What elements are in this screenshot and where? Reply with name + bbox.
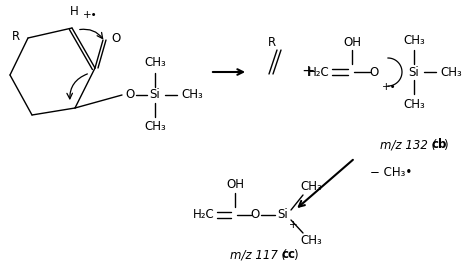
Text: cc: cc — [282, 249, 296, 262]
Text: CH₃: CH₃ — [144, 120, 166, 133]
Text: OH: OH — [343, 35, 361, 48]
Text: OH: OH — [226, 178, 244, 191]
Text: CH₃: CH₃ — [440, 65, 462, 78]
Text: CH₃: CH₃ — [403, 98, 425, 111]
Text: Si: Si — [278, 208, 288, 221]
Text: +•: +• — [82, 10, 97, 20]
Text: O: O — [111, 32, 120, 45]
Text: O: O — [126, 89, 135, 101]
Text: cb: cb — [432, 139, 447, 152]
Text: R: R — [268, 35, 276, 48]
Text: Si: Si — [150, 89, 160, 101]
Text: H₂C: H₂C — [308, 65, 330, 78]
Text: ): ) — [443, 139, 447, 152]
Text: +•: +• — [382, 82, 396, 92]
Text: ): ) — [293, 249, 298, 262]
Text: +: + — [289, 220, 297, 230]
Text: CH₃: CH₃ — [144, 56, 166, 70]
Text: H₂C: H₂C — [193, 208, 215, 221]
Text: CH₃: CH₃ — [181, 89, 203, 101]
Text: O: O — [250, 208, 260, 221]
Text: O: O — [369, 65, 379, 78]
Text: m/z 117 (: m/z 117 ( — [230, 249, 286, 262]
Text: CH₃: CH₃ — [300, 180, 322, 194]
Text: R: R — [12, 29, 20, 43]
Text: H: H — [70, 5, 78, 18]
Text: CH₃: CH₃ — [300, 235, 322, 248]
Text: +: + — [301, 65, 315, 79]
Text: m/z 132 (: m/z 132 ( — [380, 139, 436, 152]
Text: Si: Si — [409, 65, 419, 78]
Text: − CH₃•: − CH₃• — [370, 166, 412, 180]
Text: CH₃: CH₃ — [403, 34, 425, 46]
